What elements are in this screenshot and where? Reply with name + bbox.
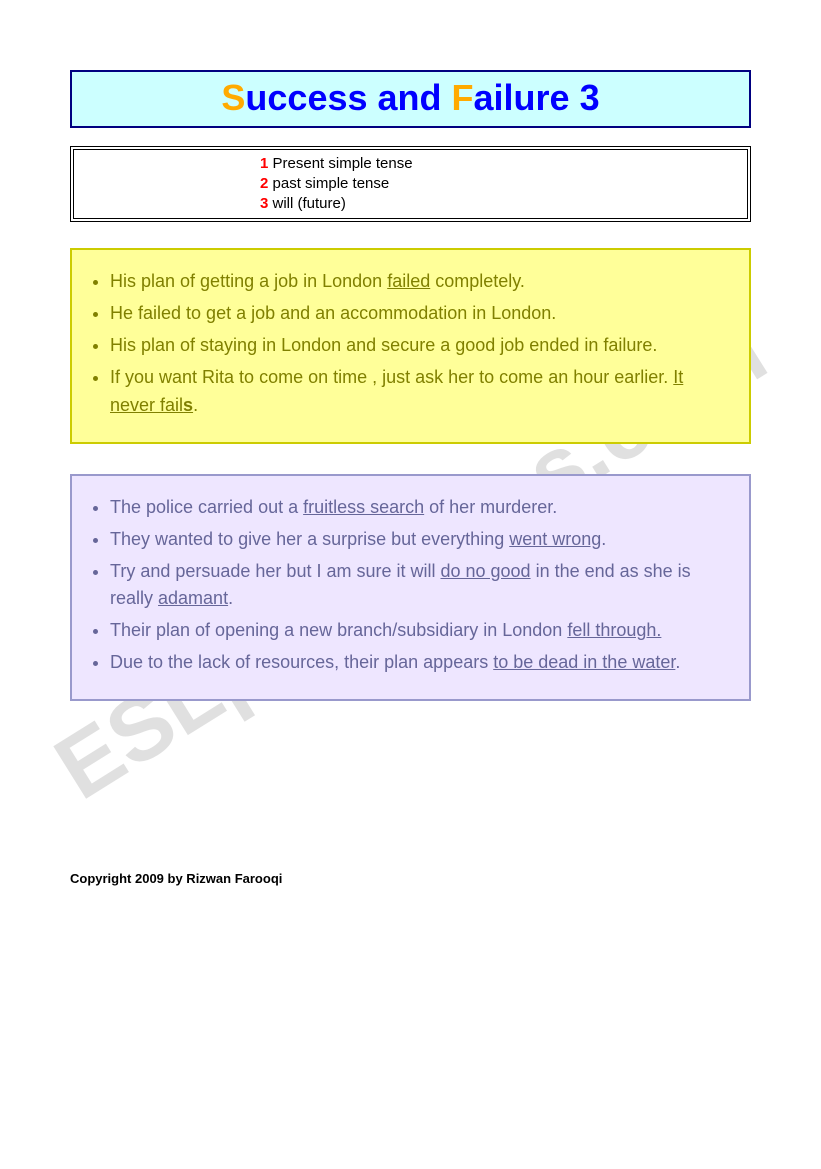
- title-part: ailure: [474, 77, 580, 118]
- legend-row: 3 will (future): [80, 194, 741, 214]
- bullet-list: His plan of getting a job in London fail…: [82, 268, 733, 419]
- list-item: Their plan of opening a new branch/subsi…: [110, 617, 733, 645]
- content-block-2: The police carried out a fruitless searc…: [70, 474, 751, 701]
- text-segment: completely.: [430, 271, 525, 291]
- text-segment: of her murderer.: [424, 497, 557, 517]
- content-block-1: His plan of getting a job in London fail…: [70, 248, 751, 443]
- list-item: His plan of staying in London and secure…: [110, 332, 733, 360]
- underlined-text: fruitless search: [303, 497, 424, 517]
- underlined-text: do no good: [440, 561, 530, 581]
- list-item: They wanted to give her a surprise but e…: [110, 526, 733, 554]
- list-item: Due to the lack of resources, their plan…: [110, 649, 733, 677]
- text-segment: His plan of getting a job in London: [110, 271, 387, 291]
- copyright-text: Copyright 2009 by Rizwan Farooqi: [70, 871, 751, 886]
- text-segment: .: [675, 652, 680, 672]
- page: Success and Failure 3 1 Present simple t…: [0, 0, 821, 886]
- bullet-list: The police carried out a fruitless searc…: [82, 494, 733, 677]
- legend-label: past simple tense: [268, 175, 389, 192]
- text-segment: .: [601, 529, 606, 549]
- text-segment: If you want Rita to come on time , just …: [110, 367, 673, 387]
- list-item: He failed to get a job and an accommodat…: [110, 300, 733, 328]
- text-segment: .: [228, 588, 233, 608]
- underlined-text: s: [183, 395, 193, 415]
- text-segment: Try and persuade her but I am sure it wi…: [110, 561, 440, 581]
- legend-row: 1 Present simple tense: [80, 154, 741, 174]
- list-item: His plan of getting a job in London fail…: [110, 268, 733, 296]
- title-part: S: [221, 77, 245, 118]
- legend-inner: 1 Present simple tense2 past simple tens…: [73, 149, 748, 220]
- legend-row: 2 past simple tense: [80, 174, 741, 194]
- title-part: 3: [580, 77, 600, 118]
- underlined-text: failed: [387, 271, 430, 291]
- blocks-container: His plan of getting a job in London fail…: [70, 248, 751, 701]
- title-text: Success and Failure 3: [84, 78, 737, 118]
- text-segment: Their plan of opening a new branch/subsi…: [110, 620, 567, 640]
- underlined-text: fell through.: [567, 620, 661, 640]
- text-segment: The police carried out a: [110, 497, 303, 517]
- text-segment: He failed to get a job and an accommodat…: [110, 303, 556, 323]
- text-segment: .: [193, 395, 198, 415]
- text-segment: His plan of staying in London and secure…: [110, 335, 657, 355]
- list-item: If you want Rita to come on time , just …: [110, 364, 733, 420]
- title-part: F: [452, 77, 474, 118]
- underlined-text: to be dead in the water: [493, 652, 675, 672]
- list-item: Try and persuade her but I am sure it wi…: [110, 558, 733, 614]
- list-item: The police carried out a fruitless searc…: [110, 494, 733, 522]
- legend-label: Present simple tense: [268, 155, 412, 172]
- text-segment: Due to the lack of resources, their plan…: [110, 652, 493, 672]
- legend-label: will (future): [268, 195, 346, 212]
- text-segment: They wanted to give her a surprise but e…: [110, 529, 509, 549]
- legend-box: 1 Present simple tense2 past simple tens…: [70, 146, 751, 223]
- title-part: uccess and: [245, 77, 451, 118]
- underlined-text: went wrong: [509, 529, 601, 549]
- underlined-text: adamant: [158, 588, 228, 608]
- title-box: Success and Failure 3: [70, 70, 751, 128]
